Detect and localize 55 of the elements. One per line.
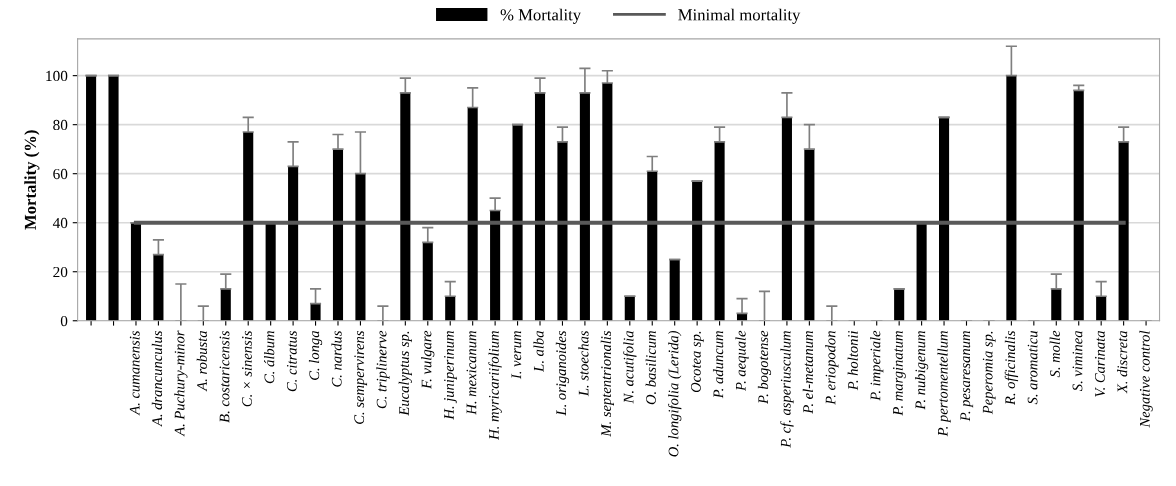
x-tick-label: H. juniperinum [444,331,457,420]
y-tick-label: 40 [52,217,68,229]
x-tick-label: P. aduncum [712,331,724,399]
x-tick-label: P. marginatum [893,331,906,416]
y-tick-label: 60 [53,168,68,180]
x-tick-label: O. basilicum [645,331,656,405]
legend-label: % Mortality [500,8,582,24]
x-tick-label: P. nubigenum [914,331,929,410]
x-tick-label: L. stoechas [578,330,589,397]
legend-label: Minimal mortality [678,8,801,24]
x-tick-label: C. triplinerve [376,330,390,409]
x-tick-label: C. citratus [286,330,297,392]
x-tick-label: A. cumanensis [129,330,140,416]
x-tick-label: H. myricariifolium [488,331,502,441]
x-tick-label: V. Carinata [1095,331,1105,397]
x-tick-label: P. pesaresanum [960,331,974,422]
x-tick-label: P. bogotense [757,330,772,405]
x-tick-label: C. × sinensis [242,330,252,407]
x-tick-label: O. longifolia (Lerida) [668,330,682,457]
y-tick-label: 100 [46,70,68,82]
x-tick-label: N. acutifolia [623,331,637,404]
x-tick-label: S. molle [1049,330,1060,378]
x-tick-label: I. verum [511,331,522,380]
x-tick-label: X. discreta [1117,331,1128,394]
x-tick-label: S. viminea [1072,331,1083,392]
x-tick-label: Ocotea sp. [690,331,704,393]
x-tick-label: C. álbum [264,331,275,384]
x-tick-label: A. Puchury-minor [174,330,188,437]
y-axis-title: Mortality (%) [24,130,40,230]
x-tick-label: R. officinalis [1004,330,1019,406]
x-tick-label: C. sempervirens [354,330,368,424]
x-tick-label: F. vulgare [421,330,435,389]
x-tick-label: P. eriopodon [825,331,839,405]
x-tick-label: C. longa [308,331,323,380]
x-tick-label: A. drancunculus [151,330,163,427]
x-tick-label: P. el-metanum [802,331,814,414]
x-tick-label: Eucalyptus sp. [398,331,412,416]
x-tick-label: Negative control [1139,330,1153,428]
y-tick-label: 0 [60,315,68,327]
x-tick-label: S. aromaticu [1027,331,1038,405]
y-tick-label: 20 [53,266,68,278]
x-tick-label: Peperomia sp. [982,331,996,415]
x-tick-label: B. costaricensis [219,330,230,423]
x-tick-label: P. pertomentellum [937,331,951,437]
x-tick-label: C. nardus [331,330,342,387]
x-tick-label: L. origanoides [555,330,570,416]
y-tick-label: 80 [53,119,68,131]
x-tick-label: L. alba [533,331,544,372]
x-tick-label: P. holtonii [847,330,858,391]
x-tick-label: M. septentrionalis [600,330,614,437]
x-tick-label: P. aequale [735,330,749,392]
x-tick-label: P. cf. asperiusculum [780,331,794,448]
x-tick-label: P. imperiale [870,330,884,401]
x-tick-label: A. robusta [196,331,208,392]
x-tick-label: H. mexicanum [466,331,477,415]
